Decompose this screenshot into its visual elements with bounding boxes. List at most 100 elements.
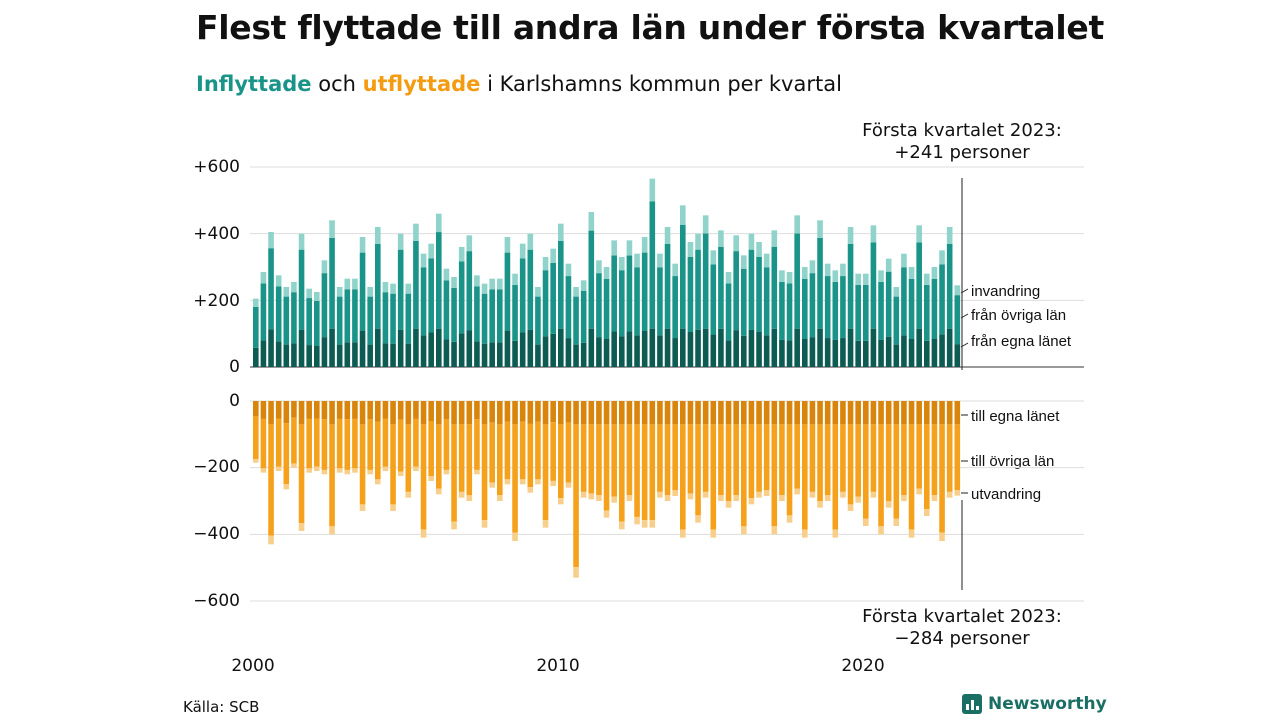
outflow-bar-own — [885, 401, 892, 425]
outflow-bar-own — [779, 401, 785, 425]
outflow-bar-emi — [329, 526, 335, 535]
inflow-bar-other — [733, 251, 739, 331]
outflow-bar-other — [824, 424, 831, 495]
inflow-bar-own — [291, 343, 297, 367]
outflow-bar-other — [687, 424, 694, 494]
inflow-bar-imm — [474, 275, 480, 287]
inflow-bar-own — [436, 328, 442, 367]
inflow-bar-own — [733, 330, 739, 367]
outflow-bar-own — [504, 401, 511, 422]
outflow-bar-emi — [855, 496, 861, 503]
inflow-bar-other — [405, 293, 412, 344]
outflow-bar-other — [443, 419, 450, 470]
outflow-bar-other — [855, 424, 861, 497]
inflow-bar-other — [329, 237, 335, 329]
inflow-bar-other — [375, 243, 381, 329]
outflow-bar-other — [367, 419, 373, 470]
inflow-bar-imm — [931, 267, 938, 279]
outflow-bar-other — [314, 418, 320, 467]
outflow-bar-own — [580, 401, 587, 425]
inflow-bar-imm — [779, 270, 785, 282]
outflow-bar-other — [504, 421, 511, 480]
inflow-bar-other — [611, 255, 617, 332]
outflow-bar-other — [885, 424, 892, 502]
inflow-bar-own — [336, 344, 343, 367]
inflow-bar-other — [634, 267, 640, 336]
inflow-bar-other — [870, 242, 877, 329]
outflow-bar-emi — [908, 529, 915, 538]
outflow-bar-other — [573, 424, 579, 568]
outflow-bar-emi — [672, 490, 678, 496]
inflow-bar-imm — [786, 272, 793, 284]
inflow-bar-own — [298, 329, 305, 367]
inflow-bar-own — [451, 341, 457, 367]
inflow-bar-imm — [634, 253, 640, 268]
outflow-bar-own — [763, 401, 770, 425]
inflow-bar-own — [619, 336, 625, 367]
inflow-bar-imm — [329, 220, 335, 238]
outflow-bar-emi — [832, 529, 839, 538]
inflow-bar-own — [580, 342, 587, 367]
inflow-bar-own — [504, 330, 511, 367]
inflow-bar-own — [771, 328, 778, 367]
outflow-bar-emi — [436, 488, 442, 495]
inflow-bar-other — [664, 243, 671, 329]
inflow-bar-imm — [580, 280, 587, 291]
outflow-bar-own — [283, 401, 290, 424]
y-tick-top-600: +600 — [193, 157, 240, 177]
outflow-bar-emi — [504, 479, 511, 485]
inflow-bar-imm — [512, 273, 518, 285]
inflow-bar-other — [885, 271, 892, 337]
outflow-bar-other — [359, 424, 366, 505]
inflow-bar-imm — [718, 230, 724, 247]
outflow-bar-other — [451, 424, 457, 522]
inflow-bar-imm — [596, 260, 602, 274]
inflow-bar-other — [291, 292, 297, 344]
outflow-bar-emi — [535, 479, 541, 485]
inflow-bar-own — [802, 339, 808, 367]
inflow-bar-imm — [710, 250, 717, 265]
outflow-bar-emi — [451, 521, 457, 530]
outflow-bar-emi — [352, 468, 358, 473]
outflow-bar-emi — [474, 469, 480, 475]
subtitle-and-word: och — [318, 72, 356, 96]
outflow-bar-emi — [336, 468, 343, 473]
inflow-bar-other — [550, 262, 556, 334]
inflow-bar-imm — [268, 232, 274, 249]
outflow-bar-other — [321, 419, 328, 470]
inflow-bar-imm — [344, 278, 351, 290]
inflow-bar-other — [420, 267, 427, 336]
outflow-bar-other — [260, 418, 267, 469]
outflow-bar-emi — [588, 493, 595, 500]
inflow-bar-other — [626, 255, 633, 332]
outflow-bar-own — [519, 401, 526, 422]
inflow-bar-own — [931, 339, 938, 367]
brand-name: Newsworthy — [988, 694, 1107, 714]
inflow-bar-imm — [550, 248, 556, 263]
inflow-bar-own — [741, 335, 747, 367]
outflow-bar-own — [291, 401, 297, 418]
outflow-bar-own — [893, 401, 900, 425]
outflow-bar-other — [832, 424, 839, 530]
outflow-bar-emi — [611, 496, 617, 503]
inflow-bar-own — [466, 330, 473, 367]
outflow-bar-other — [344, 419, 351, 470]
label-utvandring: utvandring — [971, 486, 1042, 503]
inflow-bar-other — [336, 296, 343, 345]
inflow-bar-own — [908, 339, 915, 367]
outflow-bar-emi — [664, 495, 671, 501]
outflow-bar-own — [565, 401, 572, 423]
inflow-bar-other — [314, 301, 320, 346]
inflow-bar-other — [527, 249, 534, 330]
outflow-bar-own — [702, 401, 709, 425]
outflow-bar-other — [580, 424, 587, 492]
inflow-bar-other — [840, 276, 846, 339]
inflow-bar-own — [367, 344, 373, 367]
outflow-bar-own — [741, 401, 747, 425]
outflow-bar-emi — [458, 491, 465, 498]
outflow-bar-emi — [413, 466, 419, 471]
outflow-bar-other — [558, 424, 564, 499]
outflow-bar-own — [336, 401, 343, 419]
inflow-bar-own — [443, 339, 450, 367]
outflow-bar-own — [512, 401, 518, 425]
